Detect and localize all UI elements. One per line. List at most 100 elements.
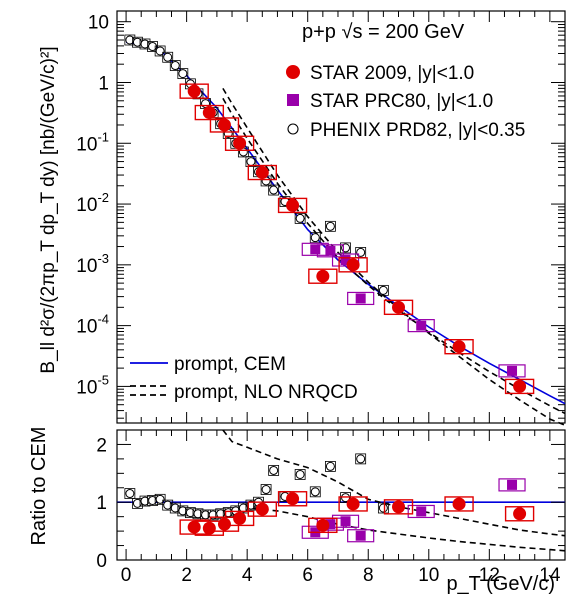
systematic-error-box xyxy=(154,493,166,505)
systematic-error-box xyxy=(245,156,257,167)
phenix-prd82-y-0-35-point xyxy=(356,247,366,257)
star-2009-y-1-0-point xyxy=(202,521,216,535)
cross-section-panel: 10 1 10-1 10-2 10-3 10-4 10-5 xyxy=(76,10,566,426)
phenix-prd82-y-0-35-point xyxy=(163,52,173,62)
star-prc80-y-1-0-point xyxy=(310,244,321,255)
systematic-error-box xyxy=(224,135,255,151)
systematic-error-box xyxy=(316,244,345,258)
x-tick-label: 10 xyxy=(418,565,439,586)
star-prc80-y-1-0-point xyxy=(340,516,351,527)
star-prc80-y-1-0-point xyxy=(340,255,351,266)
systematic-error-box xyxy=(407,504,435,519)
cross-section-data-points xyxy=(124,34,535,395)
systematic-error-box xyxy=(377,502,389,514)
x-tick-label: 12 xyxy=(479,565,500,586)
x-tick-label: 8 xyxy=(363,565,374,586)
x-tick-label: 4 xyxy=(242,565,253,586)
star-prc80-y-1-0-point xyxy=(507,479,518,490)
star-2009-y-1-0-point xyxy=(452,497,466,511)
star-2009-y-1-0-point xyxy=(255,166,269,180)
x-tick-label: 0 xyxy=(121,565,132,586)
systematic-error-box xyxy=(338,257,368,273)
star-prc80-y-1-0-point xyxy=(416,506,427,517)
y-tick-label: 10-4 xyxy=(76,312,109,338)
systematic-error-box xyxy=(169,60,181,71)
star-prc80-y-1-0-point xyxy=(355,293,366,304)
phenix-prd82-y-0-35-point xyxy=(325,221,335,231)
phenix-prd82-y-0-35-point xyxy=(178,69,188,79)
cross-section-x-axis xyxy=(125,11,566,423)
theory-band-edge-curve xyxy=(222,507,566,552)
legend-marker-star-prc80-y-1-0 xyxy=(287,94,299,106)
star-2009-y-1-0-point xyxy=(233,136,247,150)
star-2009-y-1-0-point xyxy=(392,300,406,314)
systematic-error-box xyxy=(309,232,321,244)
ratio-y-axis-label: Ratio to CEM xyxy=(28,427,50,546)
phenix-prd82-y-0-35-point xyxy=(125,489,135,499)
y-tick-label: 10-2 xyxy=(76,190,109,216)
y-tick-label: 1 xyxy=(98,73,109,94)
phenix-prd82-y-0-35-point xyxy=(378,503,388,513)
ratio-y-axis: 0 1 2 xyxy=(96,435,565,572)
star-2009-y-1-0-point xyxy=(233,511,247,525)
systematic-error-box xyxy=(325,220,336,232)
systematic-error-box xyxy=(309,486,321,498)
phenix-prd82-y-0-35-point xyxy=(148,42,158,52)
star-2009-y-1-0-point xyxy=(452,340,466,354)
star-2009-y-1-0-point xyxy=(202,106,216,120)
chart-title: p+p √s = 200 GeV xyxy=(302,21,465,43)
star-2009-y-1-0-point xyxy=(255,502,269,516)
phenix-prd82-y-0-35-point xyxy=(269,185,279,195)
star-prc80-y-1-0-point xyxy=(507,365,518,376)
star-2009-y-1-0-point xyxy=(286,198,300,212)
star-prc80-y-1-0-point xyxy=(416,320,427,331)
systematic-error-box xyxy=(177,68,189,80)
y-tick-label: 10-3 xyxy=(76,251,109,277)
x-tick-label: 6 xyxy=(302,565,313,586)
systematic-error-box xyxy=(498,478,526,492)
systematic-error-box xyxy=(147,41,158,52)
x-tick-label: 14 xyxy=(539,565,561,586)
y-tick-label: 10-5 xyxy=(76,372,109,398)
star-2009-y-1-0-point xyxy=(346,497,360,511)
systematic-error-box xyxy=(383,299,414,316)
legend-label-prompt-nlo-nrqcd: prompt, NLO NRQCD xyxy=(174,382,358,403)
phenix-prd82-y-0-35-point xyxy=(163,500,173,510)
phenix-prd82-y-0-35-point xyxy=(170,61,180,71)
star-2009-y-1-0-point xyxy=(513,507,527,521)
star-2009-y-1-0-point xyxy=(346,258,360,272)
x-axis-label: p_T (GeV/c) xyxy=(446,573,555,595)
legend: STAR 2009, |y|<1.0 STAR PRC80, |y|<1.0 PHE… xyxy=(130,63,525,403)
star-2009-y-1-0-point xyxy=(217,517,231,531)
phenix-prd82-y-0-35-point xyxy=(155,494,165,504)
star-2009-y-1-0-point xyxy=(187,84,201,98)
systematic-error-box xyxy=(209,117,240,133)
systematic-error-box xyxy=(308,517,338,534)
phenix-prd82-y-0-35-point xyxy=(246,157,256,167)
systematic-error-box xyxy=(162,51,174,63)
legend-label-prompt-cem: prompt, CEM xyxy=(174,354,286,375)
cross-section-y-axis: 10 1 10-1 10-2 10-3 10-4 10-5 xyxy=(76,13,565,419)
legend-marker-phenix-prd82-y-0-35 xyxy=(287,123,299,135)
systematic-error-box xyxy=(498,364,526,378)
star-prc80-y-1-0-point xyxy=(355,530,366,541)
phenix-prd82-y-0-35-point xyxy=(295,469,305,479)
systematic-error-box xyxy=(277,197,308,214)
legend-label-star-prc80-y-1-0: STAR PRC80, |y|<1.0 xyxy=(310,91,493,112)
y-tick-label: 10 xyxy=(88,13,109,34)
legend-label-star-2009-y-1-0: STAR 2009, |y|<1.0 xyxy=(310,63,474,84)
star-2009-y-1-0-point xyxy=(217,118,231,132)
systematic-error-box xyxy=(331,514,360,528)
systematic-error-box xyxy=(504,378,535,395)
ratio-panel: 012 0 2 4 6 8 10 12 14 xyxy=(96,429,566,586)
phenix-prd82-y-0-35-point xyxy=(310,487,320,497)
systematic-error-box xyxy=(325,460,336,472)
phenix-prd82-y-0-35-point xyxy=(325,461,335,471)
systematic-error-box xyxy=(224,510,255,527)
legend-label-phenix-prd82-y-0-35: PHENIX PRD82, |y|<0.35 xyxy=(310,120,525,141)
systematic-error-box xyxy=(247,164,277,181)
star-2009-y-1-0-point xyxy=(513,379,527,393)
systematic-error-box xyxy=(260,484,272,495)
systematic-error-box xyxy=(407,319,435,333)
